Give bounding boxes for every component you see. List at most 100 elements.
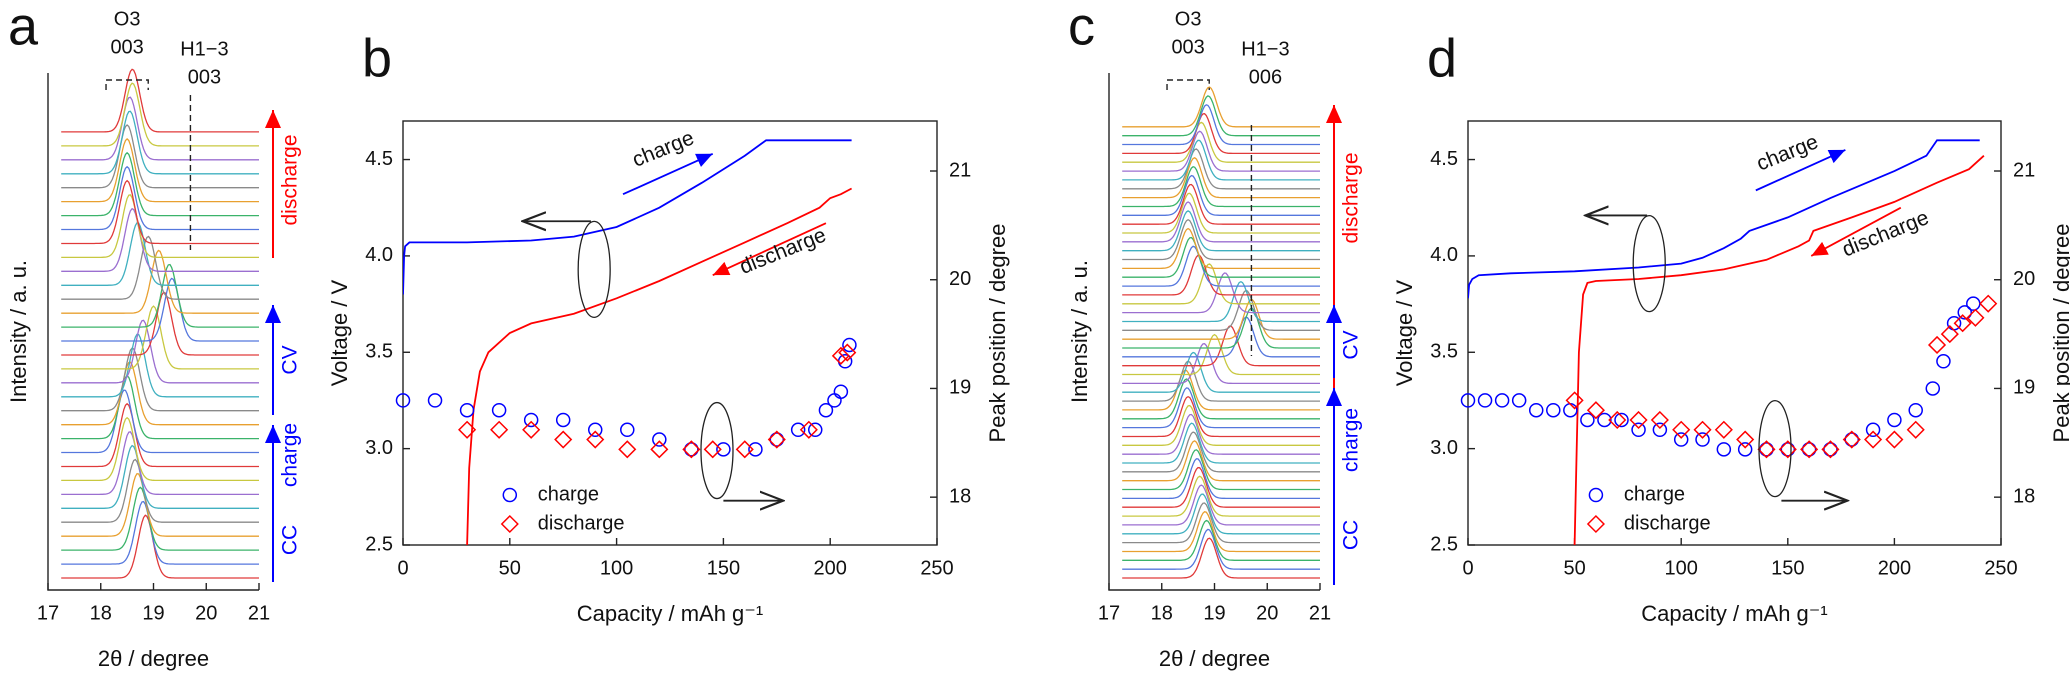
- x-tick-label: 19: [1203, 602, 1225, 624]
- x-tick-label: 20: [195, 602, 217, 624]
- annotation: charge: [1753, 130, 1821, 175]
- peak-marker: [1580, 412, 1595, 428]
- xrd-trace: [1122, 449, 1320, 491]
- x-axis-label: Capacity / mAh g⁻¹: [1641, 601, 1827, 626]
- segment-label: discharge: [279, 134, 302, 225]
- xrd-trace: [1122, 528, 1320, 570]
- peak-marker: [1940, 325, 1959, 344]
- y2-tick-label: 18: [949, 485, 971, 507]
- peak-marker: [1966, 296, 1981, 311]
- panel: a 17 18 19 20 21 2θ / degree Intensity / a. u. O…: [6, 0, 302, 671]
- peak-marker: [1650, 410, 1669, 430]
- x-axis-label: 2θ / degree: [1159, 646, 1270, 671]
- peak-marker: [1736, 430, 1755, 449]
- xrd-trace: [1122, 218, 1320, 261]
- peak-label: 003: [110, 36, 143, 58]
- panel: c 17 18 19 20 21 2θ / degree Intensity / a. u. O…: [1067, 0, 1363, 671]
- y2-axis-label: Peak position / degree: [985, 224, 1010, 443]
- xrd-trace: [1122, 113, 1320, 155]
- y2-axis-label: Peak position / degree: [2049, 224, 2070, 443]
- peak-marker: [1821, 440, 1840, 459]
- peak-marker: [1885, 430, 1904, 449]
- x-tick-label: 100: [600, 557, 633, 579]
- xrd-trace: [1122, 333, 1320, 376]
- y2-tick-label: 18: [2013, 485, 2035, 507]
- xrd-trace: [61, 333, 259, 398]
- plot-frame: [402, 120, 938, 546]
- peak-marker: [1936, 354, 1951, 369]
- peak-label: 003: [188, 66, 221, 88]
- segment-label: CC: [1340, 520, 1363, 550]
- xrd-trace: [1122, 360, 1320, 402]
- peak-marker: [735, 440, 754, 459]
- peak-marker: [1546, 402, 1561, 418]
- peak-label: O3: [114, 8, 141, 30]
- xrd-trace: [1122, 458, 1320, 500]
- legend-label: discharge: [1624, 512, 1711, 534]
- xrd-trace: [1122, 307, 1320, 349]
- peak-marker: [1460, 393, 1476, 408]
- panel-label: d: [1427, 28, 1457, 88]
- y-tick-label: 4.0: [365, 244, 393, 266]
- xrd-trace: [1122, 210, 1320, 252]
- xrd-trace: [61, 472, 259, 537]
- peak-marker: [522, 420, 541, 439]
- peak-marker: [1494, 393, 1510, 408]
- xrd-trace: [1122, 139, 1320, 181]
- xrd-trace: [61, 375, 259, 440]
- xrd-trace: [61, 361, 259, 426]
- xrd-trace: [61, 416, 259, 482]
- peak-bracket: [1166, 79, 1210, 90]
- xrd-trace: [1122, 387, 1320, 429]
- x-tick-label: 18: [1151, 602, 1173, 624]
- peak-marker: [1800, 440, 1819, 459]
- xrd-trace: [1122, 236, 1320, 278]
- xrd-trace: [1122, 493, 1320, 535]
- peak-marker: [1673, 432, 1689, 447]
- x-tick-label: 150: [1771, 557, 1804, 579]
- xrd-trace: [1122, 537, 1320, 579]
- y2-tick-label: 19: [949, 377, 971, 399]
- peak-marker: [767, 430, 786, 449]
- xrd-trace: [1122, 343, 1320, 385]
- xrd-trace: [61, 486, 259, 551]
- peak-marker: [790, 422, 806, 438]
- xrd-trace: [1122, 510, 1320, 553]
- peak-marker: [1714, 420, 1733, 439]
- y-axis-label: Intensity / a. u.: [6, 260, 31, 403]
- xrd-trace: [1122, 316, 1320, 358]
- panel-label: c: [1068, 0, 1095, 56]
- xrd-trace: [61, 263, 259, 328]
- y-tick-label: 3.5: [1430, 341, 1458, 363]
- xrd-trace: [1122, 369, 1320, 411]
- peak-bracket: [105, 79, 149, 90]
- xrd-trace: [61, 444, 259, 509]
- xrd-trace: [1122, 192, 1320, 234]
- xrd-trace: [1122, 395, 1320, 438]
- axis-ellipse: [577, 220, 611, 319]
- peak-marker: [1629, 410, 1648, 430]
- x-axis-label: Capacity / mAh g⁻¹: [577, 601, 763, 626]
- xrd-trace: [1122, 502, 1320, 544]
- peak-marker: [1565, 391, 1584, 410]
- peak-marker: [1957, 305, 1973, 320]
- peak-marker: [833, 384, 849, 399]
- y-tick-label: 3.0: [365, 437, 393, 459]
- peak-label: 003: [1171, 36, 1204, 58]
- peak-marker: [427, 393, 443, 408]
- segment-label: CV: [1340, 330, 1363, 359]
- voltage-curve: [403, 139, 852, 295]
- xrd-trace: [1122, 484, 1320, 526]
- peak-marker: [1864, 430, 1883, 449]
- peak-marker: [842, 337, 857, 353]
- segment-label: CV: [279, 345, 302, 374]
- peak-marker: [1608, 410, 1627, 430]
- x-tick-label: 150: [707, 557, 740, 579]
- x-tick-label: 250: [1984, 557, 2017, 579]
- xrd-trace: [1122, 183, 1320, 225]
- xrd-trace: [1122, 157, 1320, 199]
- x-tick-label: 18: [90, 602, 112, 624]
- peak-marker: [554, 430, 573, 449]
- xrd-trace: [1122, 325, 1320, 367]
- peak-marker: [650, 440, 669, 459]
